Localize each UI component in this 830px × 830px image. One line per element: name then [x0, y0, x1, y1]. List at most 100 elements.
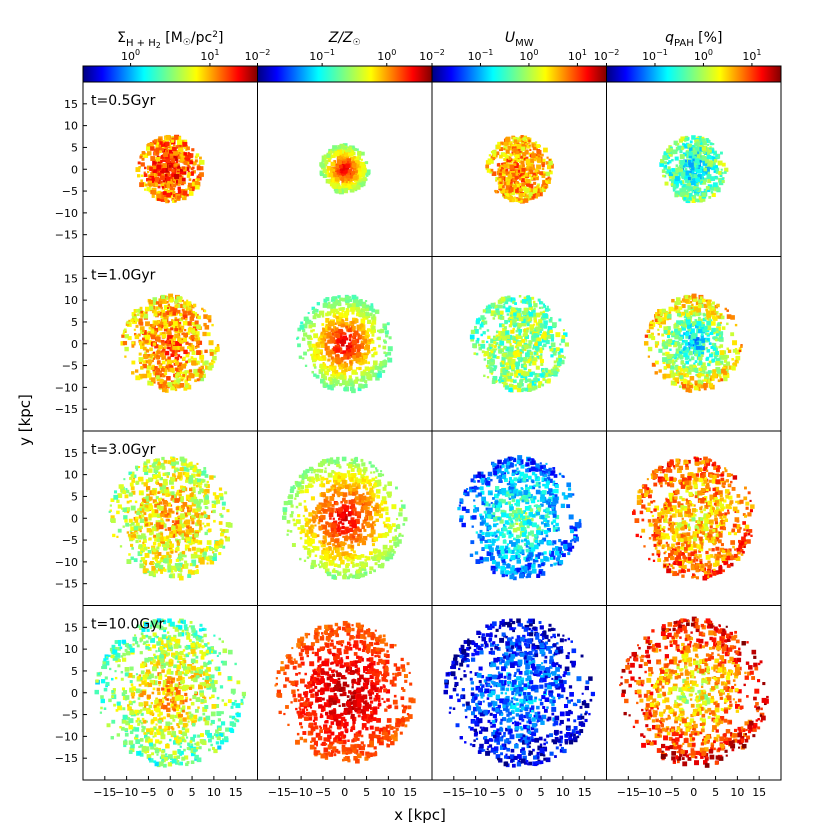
panels: t=0.5Gyr151050−5−10−15t=1.0Gyr151050−5−1… [55, 81, 782, 799]
x-tick-label: 5 [189, 786, 196, 799]
colorbar-tick-label: 101 [742, 48, 761, 63]
x-tick-label: −10 [639, 786, 662, 799]
colorbar-tick-label: 10−1 [309, 48, 335, 63]
panel-r2-c1: t=1.0Gyr 15 10 5 0 −5 −10 −15 [55, 256, 258, 432]
y-axis-label: y [kpc] [16, 394, 34, 446]
x-tick-label: 0 [341, 786, 348, 799]
y-tick-label: 10 [64, 120, 78, 133]
panel-r4-c2: −15−10 −5 0 5 10 15 [257, 605, 433, 799]
panel-r1-c4 [606, 81, 782, 257]
y-tick-label: −10 [55, 730, 78, 743]
y-tick-label: 5 [71, 141, 78, 154]
column-title-2: Z/Z☉ [328, 30, 361, 48]
colorbar-tick-label: 100 [121, 48, 140, 63]
y-tick-label: 5 [71, 665, 78, 678]
time-label: t=3.0Gyr [91, 442, 156, 458]
x-tick-label: 15 [229, 786, 243, 799]
column-title-4: qPAH [%] [665, 30, 722, 49]
y-tick-label: −5 [62, 534, 78, 547]
x-tick-label: 5 [363, 786, 370, 799]
y-tick-label: −15 [55, 403, 78, 416]
x-tick-label: 0 [516, 786, 523, 799]
x-tick-label: −15 [442, 786, 465, 799]
y-tick-label: 15 [64, 272, 78, 285]
x-tick-label: −5 [489, 786, 505, 799]
x-tick-label: 10 [556, 786, 570, 799]
panel-r4-c3: −15−10 −5 0 5 10 15 [431, 605, 607, 799]
x-tick-label: −5 [664, 786, 680, 799]
x-tick-label: −10 [115, 786, 138, 799]
x-tick-label: 10 [730, 786, 744, 799]
panel-r2-c4 [606, 256, 782, 432]
x-tick-label: 10 [381, 786, 395, 799]
panel-r3-c2 [257, 430, 433, 606]
panel-r2-c3 [431, 256, 607, 432]
y-tick-label: 15 [64, 447, 78, 460]
colorbar-tick-label: 101 [568, 48, 587, 63]
x-tick-label: −15 [93, 786, 116, 799]
colorbar-tick-label: 100 [377, 48, 396, 63]
y-tick-label: 5 [71, 316, 78, 329]
x-axis-label: x [kpc] [394, 806, 446, 824]
column-title-1: ΣH + H2 [M☉/pc2] [117, 30, 223, 50]
panel-r1-c3 [431, 81, 607, 257]
x-tick-label: 15 [578, 786, 592, 799]
panel-r4-c4: −15−10 −5 0 5 10 15 [606, 605, 782, 799]
y-tick-label: 0 [71, 512, 78, 525]
colorbar-tick-label: 10−2 [594, 48, 620, 63]
y-tick-label: 5 [71, 490, 78, 503]
x-tick-label: 15 [752, 786, 766, 799]
time-label: t=0.5Gyr [91, 93, 156, 109]
colorbar-tick-label: 10−1 [642, 48, 668, 63]
y-tick-label: −5 [62, 360, 78, 373]
y-tick-label: 10 [64, 643, 78, 656]
colorbar-tick-label: 100 [519, 48, 538, 63]
y-tick-label: −10 [55, 556, 78, 569]
colorbar-tick-label: 101 [200, 48, 219, 63]
colorbar-4 [606, 65, 782, 83]
colorbar-1 [82, 65, 258, 83]
column-title-3: UMW [505, 30, 534, 49]
x-tick-label: 5 [712, 786, 719, 799]
x-tick-label: 10 [207, 786, 221, 799]
y-tick-label: 0 [71, 687, 78, 700]
colorbar-tick-label: 10−1 [468, 48, 494, 63]
x-tick-label: 5 [538, 786, 545, 799]
x-tick-label: 15 [403, 786, 417, 799]
time-label: t=1.0Gyr [91, 268, 156, 284]
colorbar-tick-label: 10−2 [245, 48, 271, 63]
colorbar-2 [257, 65, 433, 83]
panel-r2-c2 [257, 256, 433, 432]
time-label: t=10.0Gyr [91, 617, 165, 633]
y-tick-label: 10 [64, 469, 78, 482]
x-tick-label: −15 [617, 786, 640, 799]
x-tick-label: −5 [315, 786, 331, 799]
panel-r3-c1: t=3.0Gyr 15 10 5 0 −5 −10 −15 [55, 430, 258, 606]
y-tick-label: −15 [55, 752, 78, 765]
y-tick-label: −5 [62, 709, 78, 722]
panel-r1-c1: t=0.5Gyr 15 10 5 0 −5 −10 −15 [55, 81, 258, 257]
y-tick-label: −15 [55, 578, 78, 591]
x-tick-label: −15 [268, 786, 291, 799]
colorbar-tick-label: 10−2 [419, 48, 445, 63]
y-tick-label: 15 [64, 98, 78, 111]
x-tick-label: −5 [140, 786, 156, 799]
x-tick-label: 0 [167, 786, 174, 799]
x-tick-label: 0 [690, 786, 697, 799]
colorbar-3 [431, 65, 607, 83]
y-tick-label: −5 [62, 185, 78, 198]
y-tick-label: −10 [55, 207, 78, 220]
x-tick-label: −10 [290, 786, 313, 799]
colorbar-tick-label: 100 [694, 48, 713, 63]
y-tick-label: 15 [64, 621, 78, 634]
y-tick-label: 0 [71, 338, 78, 351]
panel-r3-c4 [606, 430, 782, 606]
y-tick-label: 10 [64, 294, 78, 307]
y-tick-label: −10 [55, 381, 78, 394]
panel-r1-c2 [257, 81, 433, 257]
y-tick-label: 0 [71, 163, 78, 176]
y-tick-label: −15 [55, 229, 78, 242]
